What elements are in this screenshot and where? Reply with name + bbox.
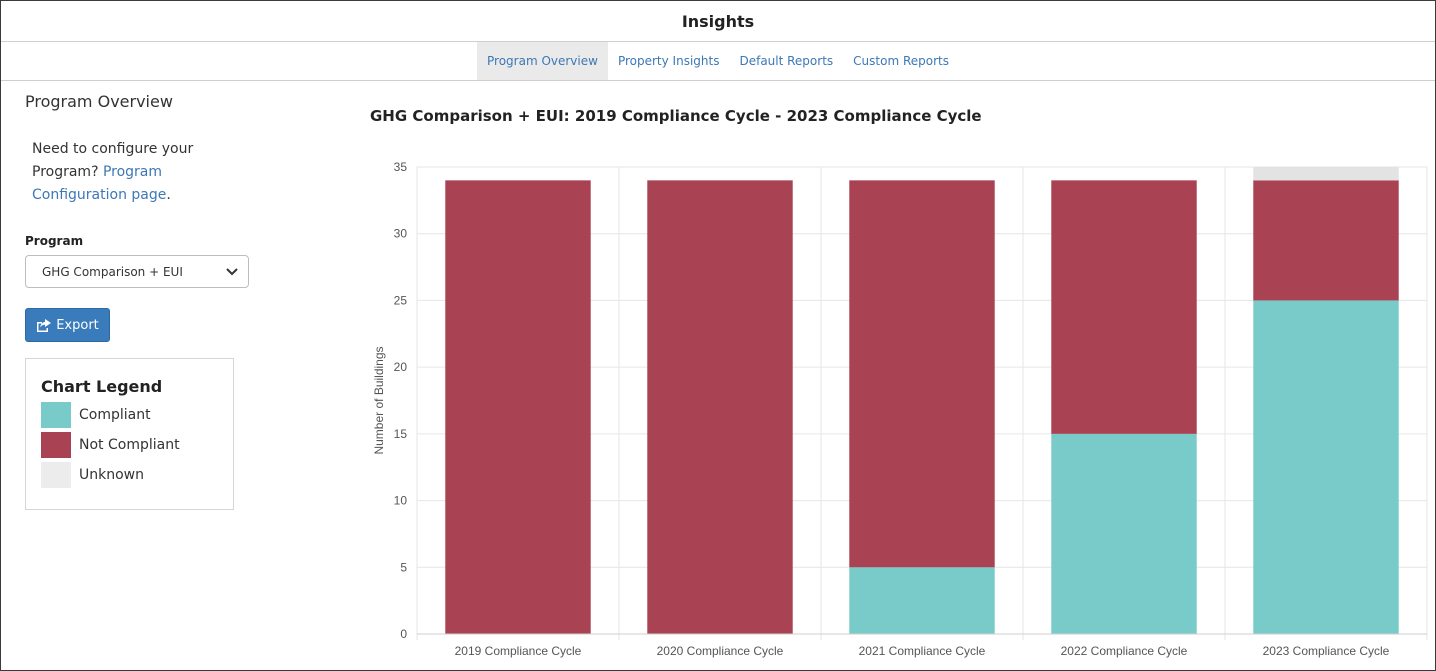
x-tick-label: 2022 Compliance Cycle — [1061, 644, 1188, 658]
page-title: Insights — [681, 11, 755, 31]
header-bar: Insights — [1, 1, 1435, 42]
sidebar-title: Program Overview — [25, 92, 173, 111]
legend-swatch-compliant — [41, 402, 71, 428]
y-axis-label: Number of Buildings — [372, 346, 386, 454]
program-select-value: GHG Comparison + EUI — [42, 264, 183, 279]
legend-label-compliant: Compliant — [79, 407, 151, 423]
program-label: Program — [25, 234, 84, 248]
y-tick-label: 0 — [400, 627, 407, 641]
legend-label-not-compliant: Not Compliant — [79, 437, 180, 453]
config-note-period: . — [166, 187, 171, 203]
y-tick-label: 25 — [394, 293, 408, 307]
export-button-label: Export — [56, 317, 99, 333]
tab-custom-reports[interactable]: Custom Reports — [853, 54, 949, 68]
bar-not-compliant — [1051, 180, 1197, 434]
program-configuration-link[interactable]: Program Configuration page — [32, 164, 167, 203]
y-tick-label: 30 — [394, 227, 408, 241]
tab-bar: Program Overview Property Insights Defau… — [1, 42, 1435, 81]
bar-not-compliant — [647, 180, 793, 634]
chart-title: GHG Comparison + EUI: 2019 Compliance Cy… — [370, 107, 982, 125]
export-button[interactable]: Export — [25, 308, 110, 342]
chart-legend: Chart Legend Compliant Not Compliant Unk… — [25, 358, 234, 510]
y-tick-label: 10 — [394, 494, 408, 508]
x-tick-label: 2019 Compliance Cycle — [455, 644, 582, 658]
tab-property-insights[interactable]: Property Insights — [617, 54, 720, 68]
program-select[interactable]: GHG Comparison + EUI — [25, 255, 249, 288]
legend-swatch-unknown — [41, 462, 71, 488]
y-tick-label: 20 — [394, 360, 408, 374]
tab-default-reports[interactable]: Default Reports — [739, 54, 834, 68]
legend-swatch-not-compliant — [41, 432, 71, 458]
bar-compliant — [849, 567, 995, 634]
bar-not-compliant — [1253, 180, 1399, 301]
sidebar: Program Overview Need to configure your … — [25, 92, 255, 510]
tab-program-overview[interactable]: Program Overview — [477, 42, 608, 80]
bar-unknown — [1253, 167, 1399, 181]
config-note: Need to configure your Program? Program … — [25, 138, 225, 207]
y-tick-label: 5 — [400, 560, 407, 574]
x-tick-label: 2020 Compliance Cycle — [657, 644, 784, 658]
legend-item-not-compliant: Not Compliant — [41, 430, 233, 460]
legend-label-unknown: Unknown — [79, 467, 144, 483]
bar-not-compliant — [849, 180, 995, 568]
legend-title: Chart Legend — [41, 377, 163, 396]
share-icon — [37, 318, 52, 332]
x-tick-label: 2021 Compliance Cycle — [859, 644, 986, 658]
y-tick-label: 15 — [394, 427, 408, 441]
chevron-down-icon — [226, 267, 238, 275]
bar-compliant — [1051, 433, 1197, 634]
bar-not-compliant — [445, 180, 591, 634]
x-tick-label: 2023 Compliance Cycle — [1263, 644, 1390, 658]
bar-compliant — [1253, 300, 1399, 634]
legend-item-unknown: Unknown — [41, 460, 233, 490]
legend-item-compliant: Compliant — [41, 400, 233, 430]
y-tick-label: 35 — [394, 160, 408, 174]
stacked-bar-chart: 0 5 10 15 20 25 30 35 2019 Compliance Cycle 2020 … — [372, 160, 1428, 658]
config-note-text: Need to configure your Program? — [32, 141, 194, 180]
